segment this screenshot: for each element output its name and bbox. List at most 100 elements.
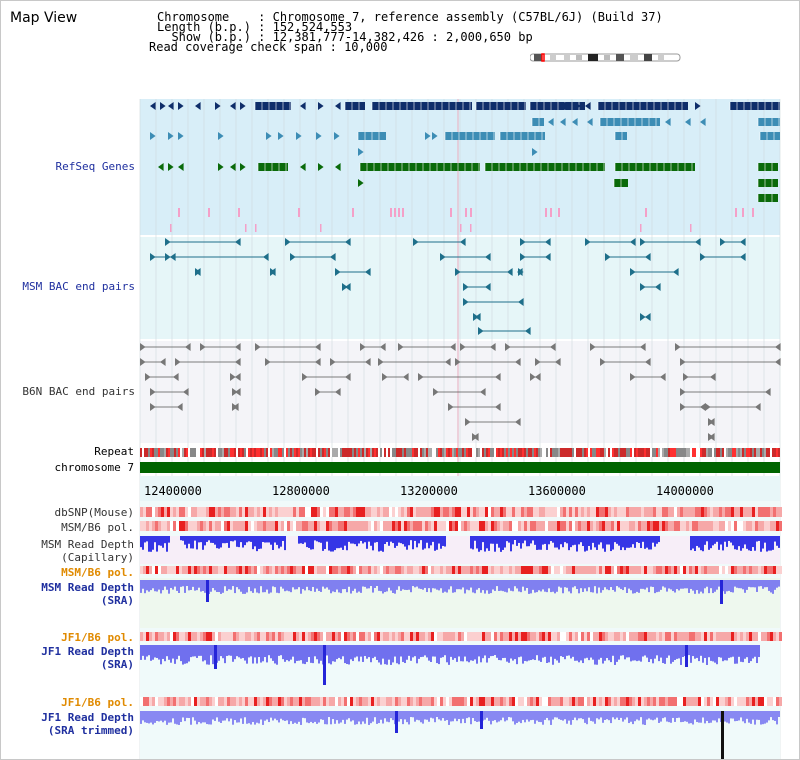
refseq-snp-mark <box>545 208 547 217</box>
refseq-gene-arrow <box>230 163 236 171</box>
refseq-gene-arrow <box>560 118 566 126</box>
b6n-bac-pair-end <box>675 343 681 351</box>
refseq-gene-arrow <box>150 102 156 110</box>
b6n-bac-pair-end <box>235 388 241 396</box>
b6n-bac-pair-end <box>365 358 371 366</box>
refseq-gene-block <box>615 132 627 140</box>
jf1-b6-pol-trimmed-label-text: JF1/B6 pol. <box>61 696 134 709</box>
b6n-bac-pair-end <box>360 343 366 351</box>
b6n-bac-end-pairs-label[interactable]: B6N BAC end pairs <box>22 385 135 398</box>
b6n-bac-pair-end <box>378 358 384 366</box>
dbsnp-label[interactable]: dbSNP(Mouse) <box>0 506 134 519</box>
refseq-gene-block <box>615 163 695 171</box>
msm-bac-pair-end <box>630 238 636 246</box>
msm-bac-pair-end <box>345 238 351 246</box>
refseq-gene-block <box>758 118 780 126</box>
msm-bac-pair-end <box>520 253 526 261</box>
jf1-read-depth-trimmed-label[interactable]: JF1 Read Depth (SRA trimmed) <box>0 711 134 737</box>
msm-read-depth-capillary-label[interactable]: MSM Read Depth (Capillary) <box>0 538 134 564</box>
msm-bac-pair-end <box>455 268 461 276</box>
refseq-gene-arrow <box>545 102 551 110</box>
refseq-gene-arrow <box>230 102 236 110</box>
jf1-b6-pol-label[interactable]: JF1/B6 pol. <box>0 631 134 644</box>
b6n-bac-pair-end <box>515 358 521 366</box>
refseq-snp-mark <box>470 224 472 232</box>
msm-bac-pair-end <box>463 283 469 291</box>
b6n-bac-pair-end <box>403 373 409 381</box>
refseq-gene-arrow <box>335 163 341 171</box>
msm-bac-pair-end <box>235 238 241 246</box>
msm-bac-pair-end <box>440 253 446 261</box>
msm-bac-pair-end <box>165 238 171 246</box>
msm-bac-pair-end <box>720 238 726 246</box>
b6n-bac-pair-end <box>150 388 156 396</box>
b6n-bac-pair-end <box>200 343 206 351</box>
refseq-gene-arrow <box>358 148 364 156</box>
b6n-bac-pair-end <box>398 343 404 351</box>
refseq-snp-mark <box>460 224 462 232</box>
refseq-gene-arrow <box>300 163 306 171</box>
b6n-bac-pair-end <box>600 358 606 366</box>
refseq-gene-arrow <box>700 118 706 126</box>
b6n-bac-pair-end <box>183 388 189 396</box>
chromosome-info: Chromosome : Chromosome 7, reference ass… <box>157 10 663 24</box>
b6n-bac-pair-end <box>255 343 261 351</box>
b6n-bac-pair-end <box>590 343 596 351</box>
b6n-bac-pair-end <box>530 373 536 381</box>
b6n-bac-pair-end <box>480 388 486 396</box>
refseq-snp-mark <box>394 208 396 217</box>
refseq-gene-arrow <box>572 118 578 126</box>
b6n-bac-pair-end <box>173 373 179 381</box>
refseq-gene-block <box>485 163 605 171</box>
chromosome-label: chromosome 7 <box>54 461 134 474</box>
b6n-bac-pair-end <box>145 373 151 381</box>
refseq-gene-arrow <box>358 179 364 187</box>
b6n-bac-pair-end <box>235 358 241 366</box>
refseq-gene-arrow <box>335 102 341 110</box>
msm-bac-end-pairs-label[interactable]: MSM BAC end pairs <box>22 280 135 293</box>
b6n-bac-pair-end <box>680 403 686 411</box>
refseq-gene-block <box>530 102 585 110</box>
msm-bac-pair-end <box>640 313 646 321</box>
b6n-bac-pair-end <box>315 358 321 366</box>
msm-b6-pol-label[interactable]: MSM/B6 pol. <box>0 521 134 534</box>
msm-bac-pair-end <box>330 253 336 261</box>
refseq-snp-mark <box>170 224 172 232</box>
b6n-bac-pair-end <box>515 418 521 426</box>
refseq-snp-mark <box>178 208 180 217</box>
b6n-bac-pair-end <box>535 358 541 366</box>
b6n-bac-pair-end <box>175 358 181 366</box>
refseq-gene-arrow <box>695 102 701 110</box>
jf1-b6-pol-trimmed-label[interactable]: JF1/B6 pol. <box>0 696 134 709</box>
msm-bac-pair-end <box>645 313 651 321</box>
refseq-snp-mark <box>742 208 744 217</box>
jf1-read-depth-sra-label[interactable]: JF1 Read Depth (SRA) <box>0 645 134 671</box>
refseq-gene-block <box>258 163 288 171</box>
msm-bac-pair-end <box>655 283 661 291</box>
refseq-snp-mark <box>645 208 647 217</box>
refseq-gene-arrow <box>300 102 306 110</box>
b6n-bac-pair-end <box>235 373 241 381</box>
b6n-bac-pair-end <box>232 388 238 396</box>
msm-read-depth-sra-label[interactable]: MSM Read Depth (SRA) <box>0 581 134 607</box>
refseq-genes-label[interactable]: RefSeq Genes <box>55 160 135 173</box>
refseq-snp-mark <box>245 224 247 232</box>
msm-bac-pair-end <box>525 327 531 335</box>
msm-b6-pol-sra-label[interactable]: MSM/B6 pol. <box>0 566 134 579</box>
b6n-bac-pair-end <box>495 403 501 411</box>
msm-bac-pair-end <box>518 298 524 306</box>
b6n-bac-pair-end <box>445 358 451 366</box>
msm-bac-pair-end <box>165 253 171 261</box>
refseq-snp-mark <box>558 208 560 217</box>
msm-bac-pair-end <box>740 238 746 246</box>
refseq-gene-arrow <box>160 102 166 110</box>
refseq-gene-block <box>598 102 688 110</box>
b6n-bac-pair-end <box>709 418 715 426</box>
b6n-bac-pair-end <box>315 343 321 351</box>
b6n-bac-pair-end <box>495 373 501 381</box>
chromosome-ideogram[interactable] <box>530 53 682 62</box>
msm-bac-pair-end <box>673 268 679 276</box>
